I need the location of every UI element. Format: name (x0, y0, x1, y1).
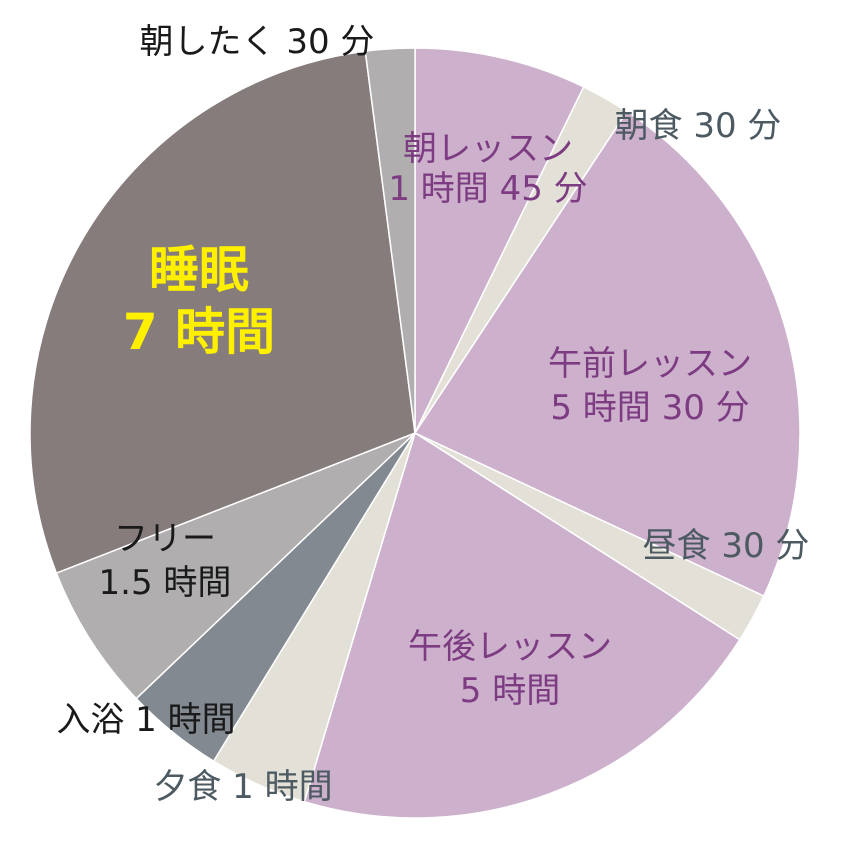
pie-slices (29, 47, 801, 819)
slice-label-6: 入浴 1 時間 (56, 700, 235, 740)
slice-label-8: 睡眠 (149, 241, 249, 299)
slice-label-2: 午前レッスン (548, 344, 752, 384)
slice-sublabel-4: 5 時間 (460, 671, 560, 711)
slice-label-1: 朝食 30 分 (615, 106, 782, 146)
slice-sublabel-8: 7 時間 (123, 303, 275, 361)
slice-label-0: 朝レッスン (403, 129, 573, 169)
slice-sublabel-2: 5 時間 30 分 (550, 388, 749, 428)
slice-sublabel-0: 1 時間 45 分 (388, 169, 587, 209)
pie-slice-4 (303, 431, 741, 819)
pie-slice-2 (413, 110, 801, 598)
slice-sublabel-7: 1.5 時間 (99, 563, 232, 603)
pie-slice-9 (364, 47, 416, 434)
slice-label-5: 夕食 1 時間 (153, 767, 332, 807)
slice-label-9: 朝したく 30 分 (140, 22, 375, 62)
pie-slice-8 (29, 50, 416, 575)
slice-label-7: フリー (114, 519, 216, 559)
slice-label-4: 午後レッスン (408, 627, 612, 667)
pie-slice-0 (414, 47, 585, 434)
slice-label-3: 昼食 30 分 (643, 526, 810, 566)
pie-slice-7 (55, 432, 416, 700)
